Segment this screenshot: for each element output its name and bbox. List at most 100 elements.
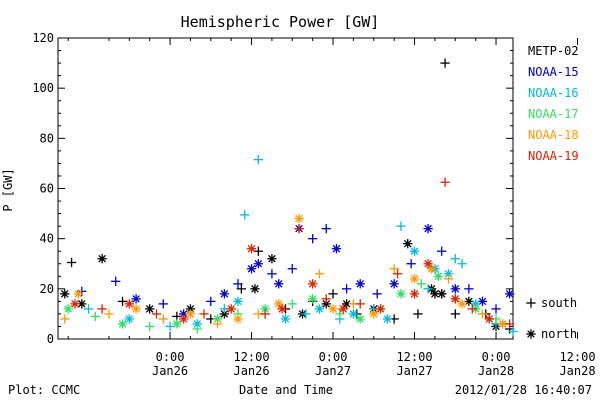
data-point <box>246 244 257 254</box>
y-axis-label: P [GW] <box>1 168 15 211</box>
data-point <box>192 324 202 334</box>
data-point <box>423 259 433 269</box>
marker-legend: south north <box>526 296 577 341</box>
data-point <box>328 304 338 314</box>
data-point <box>335 309 345 319</box>
data-point <box>219 289 230 299</box>
data-point <box>117 296 128 307</box>
series-noaa-18 <box>60 213 508 329</box>
data-point <box>73 289 84 299</box>
data-point <box>117 319 128 329</box>
data-point <box>83 304 94 314</box>
data-point <box>63 304 73 314</box>
data-point <box>236 284 247 294</box>
data-point <box>450 284 460 294</box>
data-point <box>233 279 243 289</box>
data-point <box>124 314 134 324</box>
data-point <box>90 311 101 322</box>
legend-entry: NOAA-15 <box>528 65 579 79</box>
data-point <box>253 246 263 256</box>
data-point <box>457 259 467 269</box>
data-point <box>314 269 325 279</box>
data-point <box>328 289 338 299</box>
legend-entry: NOAA-18 <box>528 128 579 142</box>
marker-legend-label: north <box>541 327 577 341</box>
data-point <box>66 257 77 268</box>
x-tick-time: 12:00 <box>559 350 595 364</box>
marker-legend-label: south <box>541 296 577 310</box>
data-point <box>301 309 311 319</box>
data-point <box>484 314 494 324</box>
data-point <box>104 309 114 319</box>
data-point <box>280 314 291 324</box>
data-point <box>199 309 209 319</box>
data-point <box>219 309 230 319</box>
data-point <box>457 299 467 309</box>
data-point <box>226 304 236 314</box>
data-point <box>158 299 168 309</box>
x-tick-day: Jan28 <box>559 364 595 378</box>
data-point <box>413 309 423 319</box>
data-point <box>131 304 141 314</box>
chart-title: Hemispheric Power [GW] <box>181 13 380 31</box>
data-point <box>355 299 365 309</box>
data-point <box>477 296 488 307</box>
x-tick-time: 12:00 <box>233 350 269 364</box>
data-point <box>192 319 202 329</box>
x-tick-time: 0:00 <box>482 350 511 364</box>
data-point <box>450 309 460 319</box>
data-point <box>314 304 325 314</box>
data-point <box>274 299 284 309</box>
y-tick-label: 40 <box>40 232 54 246</box>
x-axis-label: Date and Time <box>239 383 333 397</box>
data-point <box>287 264 297 274</box>
y-tick-label: 120 <box>32 31 54 45</box>
data-point <box>145 321 155 332</box>
data-point <box>477 309 488 319</box>
x-tick-day: Jan26 <box>152 364 188 378</box>
data-point <box>111 276 121 286</box>
data-point <box>464 296 474 307</box>
x-tick-day: Jan27 <box>315 364 351 378</box>
data-point <box>267 254 277 264</box>
data-point <box>382 314 393 324</box>
x-tick-day: Jan28 <box>478 364 514 378</box>
data-point <box>250 284 260 294</box>
x-axis: 0:00Jan2612:00Jan260:00Jan2712:00Jan270:… <box>67 38 596 378</box>
data-point <box>274 279 284 289</box>
data-point <box>396 221 406 231</box>
data-point <box>389 279 399 289</box>
data-point <box>287 299 297 309</box>
data-point <box>406 259 416 269</box>
data-point <box>172 311 182 322</box>
y-tick-label: 60 <box>40 182 54 196</box>
data-point <box>158 314 168 324</box>
data-point <box>178 309 189 319</box>
y-tick-label: 0 <box>47 332 54 346</box>
data-point <box>240 210 250 220</box>
data-point <box>124 299 134 309</box>
data-point <box>151 309 162 319</box>
data-point <box>321 299 331 309</box>
data-point <box>60 314 70 324</box>
data-point <box>308 294 318 304</box>
legend-entry: NOAA-16 <box>528 86 579 100</box>
plot-credit: Plot: CCMC <box>8 383 80 397</box>
data-point <box>403 239 413 249</box>
data-point <box>341 284 352 294</box>
data-point <box>375 304 386 314</box>
series-noaa-17 <box>63 271 501 334</box>
data-point <box>185 309 196 319</box>
timestamp: 2012/01/28 16:40:07 <box>455 383 592 397</box>
x-tick-time: 12:00 <box>396 350 432 364</box>
data-point <box>212 319 223 329</box>
data-point <box>253 259 263 269</box>
y-axis: 0 20 40 60 80 100 120 <box>32 31 513 346</box>
data-point <box>260 309 270 319</box>
data-point <box>491 304 501 314</box>
y-tick-label: 100 <box>32 81 54 95</box>
data-point <box>409 246 420 256</box>
data-point <box>260 304 270 314</box>
data-point <box>178 314 189 324</box>
